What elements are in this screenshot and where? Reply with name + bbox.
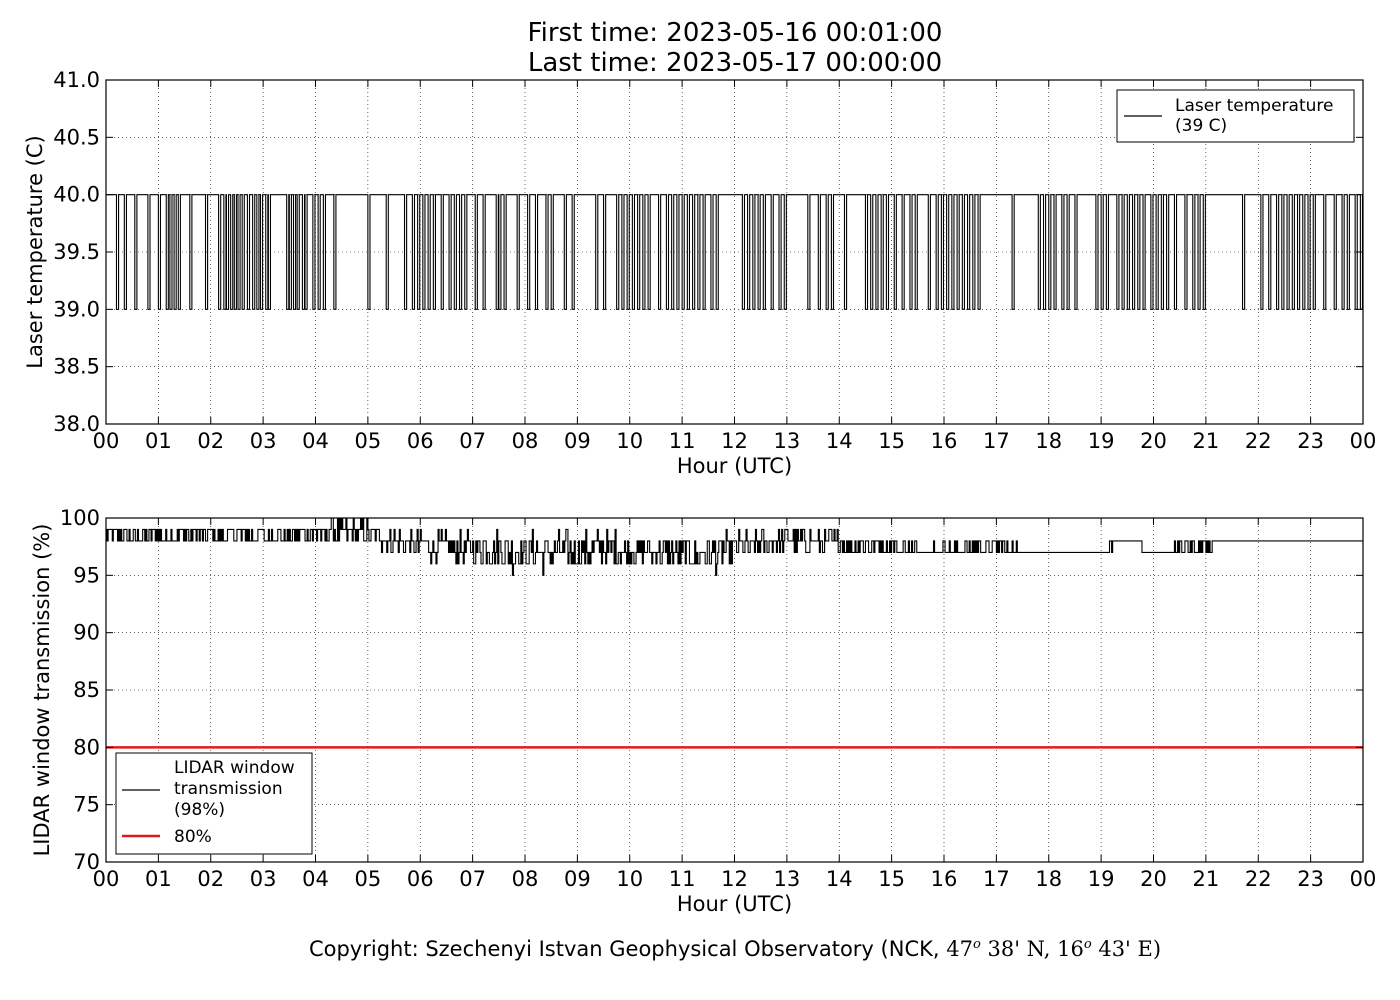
x-tick-label: 00 [1350,429,1377,453]
x-tick-label: 00 [93,867,120,891]
x-tick-label: 15 [878,429,905,453]
chart-title-last-time: Last time: 2023-05-17 00:00:00 [527,48,943,78]
copyright-prefix: Copyright: Szechenyi Istvan Geophysical … [308,937,940,961]
x-tick-label: 05 [355,429,382,453]
x-tick-label: 06 [407,867,434,891]
x-tick-label: 07 [459,429,486,453]
x-tick-label: 22 [1245,867,1272,891]
latitude-degrees: 47o [946,937,981,961]
x-tick-label: 07 [459,867,486,891]
y-axis-label: Laser temperature (C) [23,135,47,368]
chart-title-first-time: First time: 2023-05-16 00:01:00 [527,18,943,48]
y-tick-label: 38.0 [53,412,100,436]
x-tick-label: 19 [1088,429,1115,453]
series-line [106,517,1363,576]
series-line [106,194,1364,310]
x-tick-label: 21 [1193,867,1220,891]
y-tick-label: 38.5 [53,355,100,379]
y-tick-label: 40.5 [53,125,100,149]
x-tick-label: 18 [1035,429,1062,453]
x-tick-label: 16 [931,429,958,453]
laser-temperature-plot: 00 01 02 03 04 05 06 07 08 09 10 11 12 13 14 15 16 17 18 19… [23,68,1376,478]
x-tick-label: 05 [355,867,382,891]
x-tick-label: 04 [302,867,329,891]
x-tick-label: 16 [931,867,958,891]
x-tick-label: 01 [145,867,172,891]
x-tick-label: 20 [1140,867,1167,891]
x-tick-label: 10 [616,867,643,891]
x-tick-label: 00 [1350,867,1377,891]
x-tick-label: 14 [826,429,853,453]
x-tick-label: 11 [669,867,696,891]
x-tick-label: 11 [669,429,696,453]
x-tick-label: 00 [93,429,120,453]
x-axis-label: Hour (UTC) [677,454,792,478]
x-tick-label: 02 [197,429,224,453]
x-tick-label: 01 [145,429,172,453]
y-tick-label: 80 [73,735,100,759]
x-tick-label: 22 [1245,429,1272,453]
x-tick-label: 12 [721,867,748,891]
x-tick-label: 17 [983,429,1010,453]
lidar-transmission-plot: 00 01 02 03 04 05 06 07 08 09 10 11 12 13 14 15 16 17 18 19… [30,506,1376,916]
x-tick-label: 14 [826,867,853,891]
x-tick-label: 06 [407,429,434,453]
x-tick-label: 09 [564,429,591,453]
y-tick-label: 75 [73,793,100,817]
y-tick-label: 40.0 [53,183,100,207]
legend-label: Laser temperature [1175,96,1333,116]
x-tick-label: 03 [250,429,277,453]
x-tick-label: 21 [1193,429,1220,453]
x-axis-label: Hour (UTC) [677,892,792,916]
x-tick-label: 04 [302,429,329,453]
x-tick-label: 23 [1297,867,1324,891]
y-tick-label: 39.5 [53,240,100,264]
legend-label: (39 C) [1175,116,1227,136]
legend-label: LIDAR window [174,758,295,778]
longitude-minutes: 43' E) [1098,937,1162,961]
legend-label: (98%) [174,800,225,820]
legend: Laser temperature(39 C) [1116,89,1355,143]
y-tick-label: 90 [73,621,100,645]
x-tick-label: 02 [197,867,224,891]
x-tick-label: 15 [878,867,905,891]
longitude-degrees: 16o [1057,937,1092,961]
x-tick-label: 17 [983,867,1010,891]
x-tick-label: 08 [512,429,539,453]
y-tick-label: 39.0 [53,297,100,321]
x-tick-label: 23 [1297,429,1324,453]
x-tick-label: 08 [512,867,539,891]
copyright-notice: Copyright: Szechenyi Istvan Geophysical … [0,937,1400,961]
legend-label: transmission [174,779,283,799]
y-tick-label: 85 [73,678,100,702]
y-tick-label: 41.0 [53,68,100,92]
x-tick-label: 09 [564,867,591,891]
latitude-minutes: 38' N, [987,937,1051,961]
x-tick-label: 10 [616,429,643,453]
x-tick-label: 20 [1140,429,1167,453]
y-tick-label: 70 [73,850,100,874]
y-tick-label: 100 [60,506,100,530]
legend-label: 80% [174,827,212,847]
y-axis-label: LIDAR window transmission (%) [30,524,54,857]
x-tick-label: 18 [1035,867,1062,891]
y-tick-label: 95 [73,563,100,587]
x-tick-label: 12 [721,429,748,453]
x-tick-label: 13 [774,429,801,453]
x-tick-label: 03 [250,867,277,891]
x-tick-label: 19 [1088,867,1115,891]
x-tick-label: 13 [774,867,801,891]
